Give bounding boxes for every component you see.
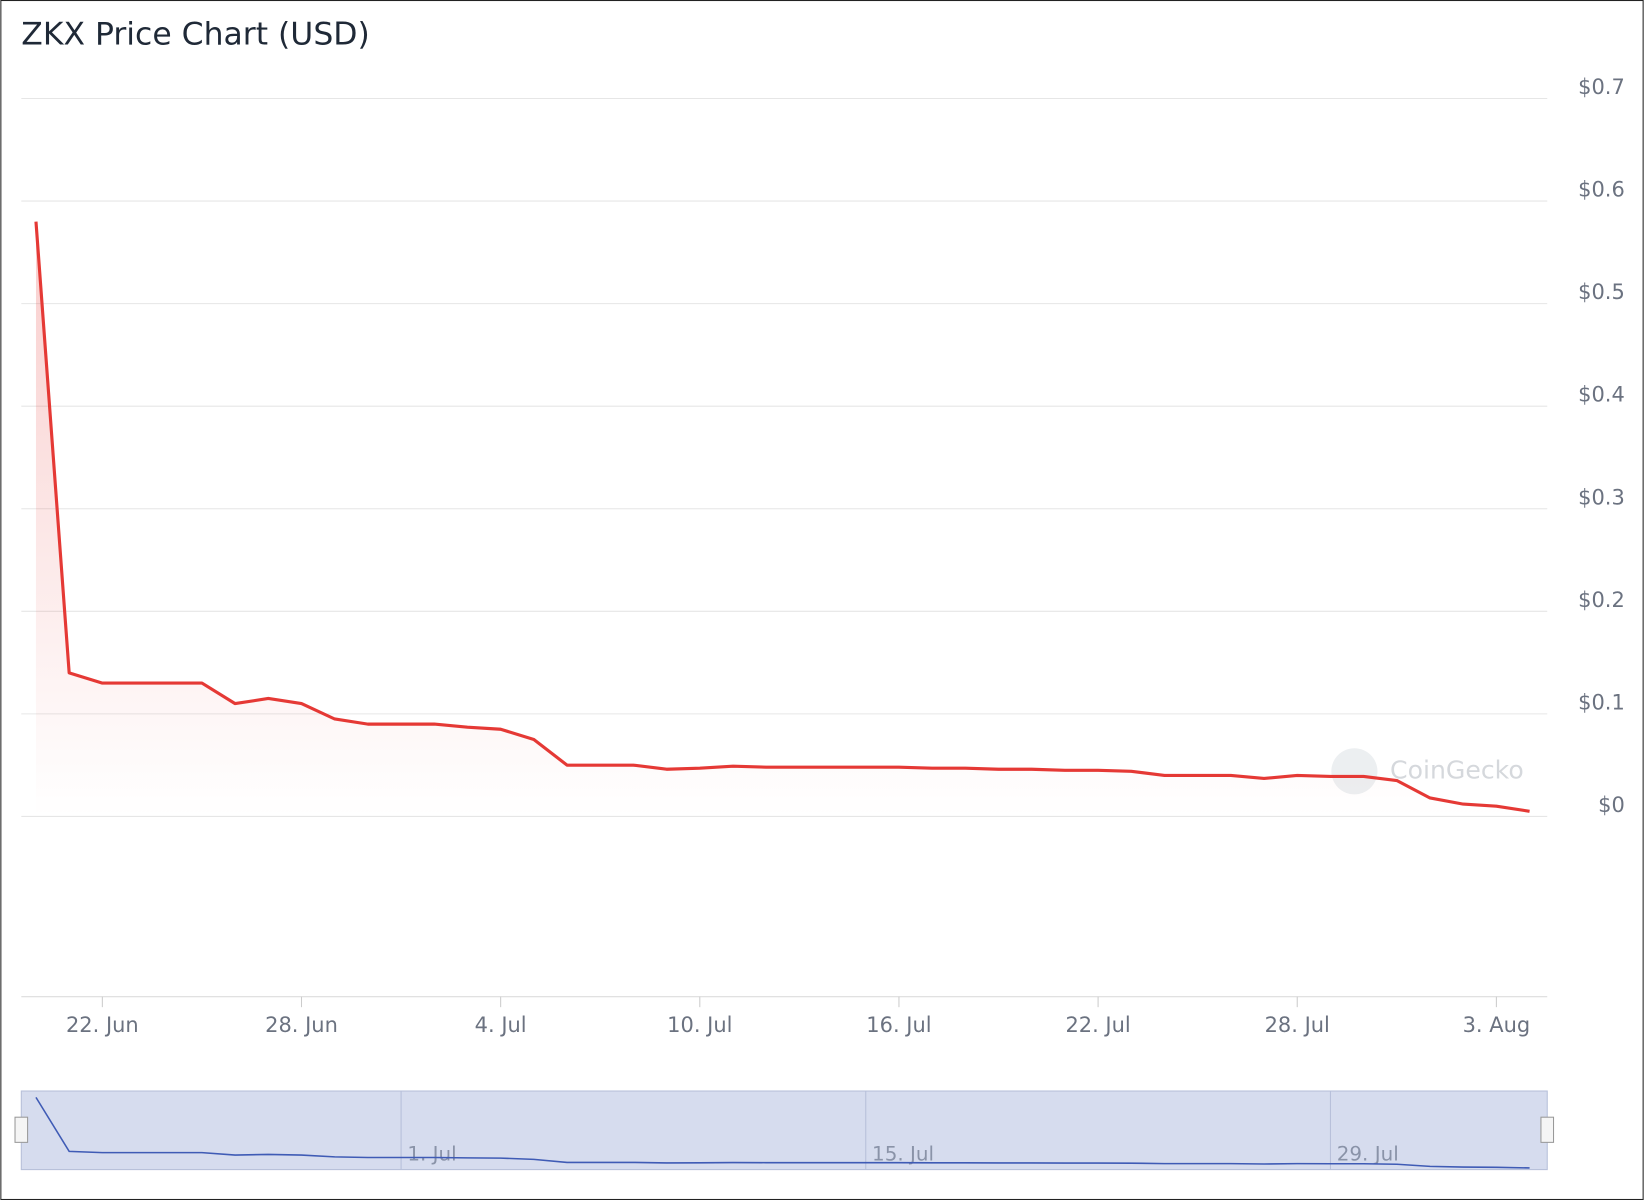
y-tick-label: $0.6 [1578, 178, 1625, 202]
watermark: CoinGecko [1390, 755, 1524, 784]
y-tick-label: $0.2 [1578, 588, 1625, 612]
x-tick-label: 28. Jun [265, 1013, 338, 1037]
navigator-handle[interactable] [14, 1116, 29, 1143]
y-tick-label: $0.7 [1578, 75, 1625, 99]
navigator-label: 15. Jul [872, 1142, 934, 1165]
x-tick-label: 22. Jul [1065, 1013, 1130, 1037]
y-tick-label: $0 [1598, 793, 1625, 817]
area [35, 221, 1530, 817]
chart-title: ZKX Price Chart (USD) [21, 17, 369, 53]
y-tick-label: $0.3 [1578, 485, 1625, 509]
navigator-label: 1. Jul [407, 1142, 456, 1165]
navigator-line [35, 1096, 1530, 1169]
x-tick-label: 10. Jul [667, 1013, 732, 1037]
y-tick-label: $0.5 [1578, 280, 1625, 304]
price-line [34, 221, 1530, 813]
x-tick-label: 4. Jul [475, 1013, 527, 1037]
y-tick-label: $0.4 [1578, 383, 1625, 407]
y-tick-label: $0.1 [1578, 690, 1625, 714]
x-tick-label: 28. Jul [1265, 1013, 1330, 1037]
x-tick-label: 22. Jun [66, 1013, 139, 1037]
x-tick-label: 16. Jul [866, 1013, 931, 1037]
navigator-handle[interactable] [1540, 1116, 1555, 1143]
navigator-label: 29. Jul [1337, 1142, 1399, 1165]
navigator [20, 1090, 1548, 1171]
x-tick-label: 3. Aug [1463, 1013, 1531, 1037]
